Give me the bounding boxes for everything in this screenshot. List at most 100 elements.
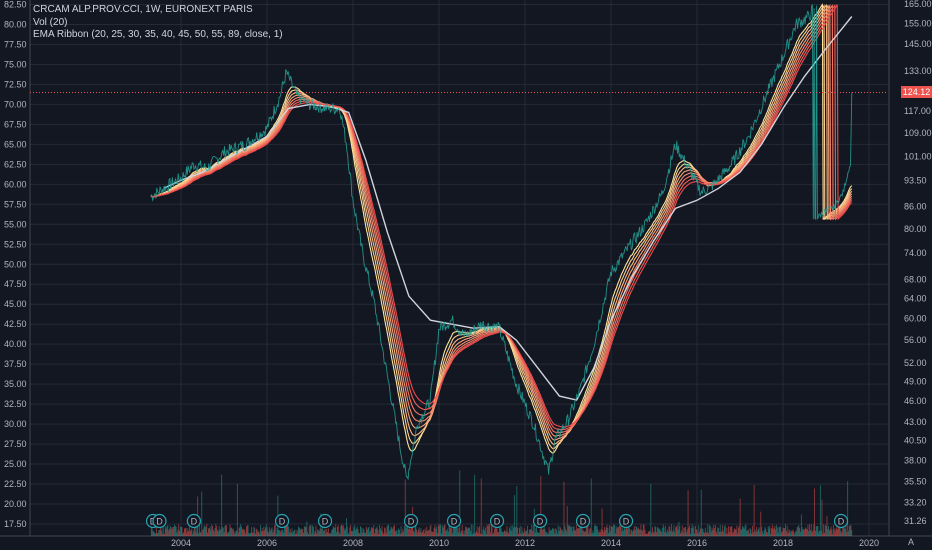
- volume-bar: [803, 528, 805, 536]
- volume-bar: [724, 525, 726, 536]
- volume-bar: [549, 530, 551, 536]
- volume-bar: [695, 529, 697, 536]
- volume-bar: [385, 532, 387, 536]
- volume-bar: [633, 526, 635, 536]
- volume-bar: [708, 533, 710, 536]
- volume-bar: [365, 532, 366, 536]
- volume-bar: [795, 531, 796, 536]
- volume-bar: [508, 533, 509, 536]
- volume-bar: [691, 524, 693, 536]
- left-axis-tick-label: 27.50: [4, 439, 27, 449]
- volume-bar: [639, 529, 641, 536]
- volume-bar: [688, 527, 690, 536]
- dividend-marker[interactable]: D: [274, 513, 290, 529]
- volume-bar: [659, 528, 661, 536]
- volume-bar: [813, 524, 815, 536]
- volume-bar: [196, 525, 198, 536]
- volume-bar: [239, 526, 241, 536]
- volume-bar: [180, 526, 182, 536]
- volume-bar: [528, 529, 530, 536]
- volume-indicator-label[interactable]: Vol (20): [33, 16, 68, 28]
- dividend-marker[interactable]: D: [575, 513, 591, 529]
- symbol-title[interactable]: CRCAM ALP.PROV.CCI, 1W, EURONEXT PARIS: [33, 4, 253, 15]
- volume-bar: [676, 525, 678, 536]
- volume-bar: [530, 529, 532, 536]
- volume-bar: [274, 525, 275, 536]
- volume-bar: [513, 527, 514, 536]
- volume-bar: [731, 526, 733, 536]
- volume-bar: [475, 531, 477, 536]
- volume-bar: [249, 533, 251, 536]
- volume-bar: [386, 526, 388, 536]
- volume-bar: [575, 525, 577, 536]
- volume-bar: [371, 527, 373, 536]
- volume-bar: [689, 525, 691, 536]
- volume-bar: [736, 525, 738, 536]
- volume-bar: [716, 533, 718, 536]
- volume-bar: [525, 531, 527, 536]
- volume-bar: [187, 528, 189, 536]
- dividend-marker[interactable]: D: [152, 513, 167, 529]
- volume-bar: [419, 531, 421, 536]
- auto-scale-button[interactable]: A: [907, 537, 914, 547]
- right-axis-tick-label: 145.00: [904, 39, 932, 49]
- volume-bar: [776, 527, 778, 536]
- dividend-marker[interactable]: D: [532, 513, 548, 529]
- volume-bar: [630, 529, 632, 536]
- dividend-marker[interactable]: D: [489, 513, 505, 529]
- dividend-marker[interactable]: D: [618, 513, 634, 529]
- volume-bar: [595, 526, 597, 536]
- volume-bar: [446, 530, 447, 536]
- dividend-marker[interactable]: D: [317, 513, 333, 529]
- volume-bar: [341, 524, 342, 536]
- volume-bar: [328, 533, 330, 536]
- volume-bar: [405, 527, 407, 536]
- volume-bar: [515, 526, 517, 536]
- volume-bar: [636, 526, 638, 536]
- dividend-marker[interactable]: D: [403, 513, 419, 529]
- volume-bar: [837, 529, 839, 536]
- right-axis-tick-label: 86.00: [904, 201, 927, 211]
- volume-bar: [380, 528, 381, 536]
- dividend-marker[interactable]: D: [186, 513, 201, 529]
- volume-bar: [673, 525, 675, 536]
- volume-bar: [383, 533, 385, 536]
- ema-ribbon: [150, 3, 853, 454]
- volume-bar: [397, 533, 399, 536]
- volume-bar: [256, 529, 258, 536]
- volume-bar: [217, 531, 219, 536]
- volume-bar: [657, 527, 658, 536]
- volume-bar: [752, 525, 753, 536]
- volume-bar: [163, 524, 165, 536]
- volume-bar: [637, 528, 638, 536]
- ema-ribbon-indicator-label[interactable]: EMA Ribbon (20, 25, 30, 35, 40, 45, 50, …: [33, 29, 283, 40]
- volume-bar: [766, 532, 767, 536]
- dividend-marker[interactable]: D: [833, 513, 849, 529]
- volume-bar: [260, 525, 261, 536]
- volume-bar: [440, 524, 442, 536]
- volume-bar: [580, 524, 582, 536]
- x-axis-tick-label: 2014: [601, 538, 621, 548]
- left-axis-tick-label: 42.50: [4, 319, 27, 329]
- volume-bar: [436, 526, 438, 536]
- volume-bar: [245, 533, 247, 536]
- volume-bar: [212, 525, 213, 536]
- volume-bar: [325, 533, 327, 536]
- volume-bar: [211, 524, 213, 536]
- volume-bar: [641, 529, 643, 536]
- volume-bar: [304, 526, 306, 536]
- volume-bar: [631, 530, 633, 536]
- volume-bar: [308, 526, 310, 536]
- volume-bar: [184, 528, 185, 536]
- volume-bar: [675, 527, 677, 536]
- volume-bar: [677, 529, 679, 536]
- volume-bar: [838, 524, 839, 536]
- volume-bar: [251, 527, 252, 536]
- volume-bar: [588, 533, 590, 536]
- volume-bar: [265, 527, 266, 536]
- dividend-marker[interactable]: D: [446, 513, 462, 529]
- volume-bar: [770, 533, 772, 536]
- volume-bar: [407, 524, 409, 536]
- volume-bar: [442, 527, 444, 536]
